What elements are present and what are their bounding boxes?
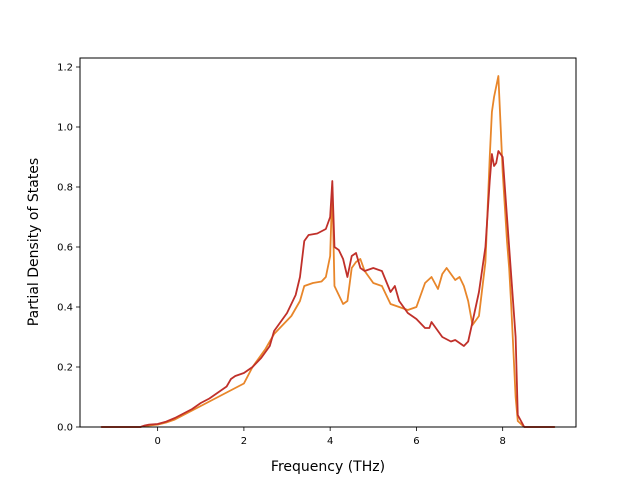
plot-frame <box>79 57 577 428</box>
x-tick-label: 2 <box>241 436 247 447</box>
y-tick-label: 1.2 <box>57 63 73 74</box>
x-tick-label: 6 <box>413 436 419 447</box>
x-tick-label: 4 <box>327 436 333 447</box>
x-tick-label: 8 <box>499 436 505 447</box>
y-axis-label: Partial Density of States <box>26 158 42 326</box>
y-tick-label: 0.0 <box>57 423 73 434</box>
ticks-layer: 0 2 4 6 8 0.0 0.2 0.4 0.6 0.8 1.0 1.2 <box>57 63 506 448</box>
y-tick-label: 1.0 <box>57 123 73 134</box>
y-tick-label: 0.6 <box>57 243 73 254</box>
series-layer <box>100 75 556 428</box>
y-tick-label: 0.2 <box>57 363 73 374</box>
x-axis-label: Frequency (THz) <box>271 459 385 475</box>
x-tick-label: 0 <box>154 436 160 447</box>
series-line-1 <box>100 75 556 428</box>
series-line-2 <box>100 150 556 428</box>
y-tick-label: 0.8 <box>57 183 73 194</box>
y-tick-label: 0.4 <box>57 303 73 314</box>
